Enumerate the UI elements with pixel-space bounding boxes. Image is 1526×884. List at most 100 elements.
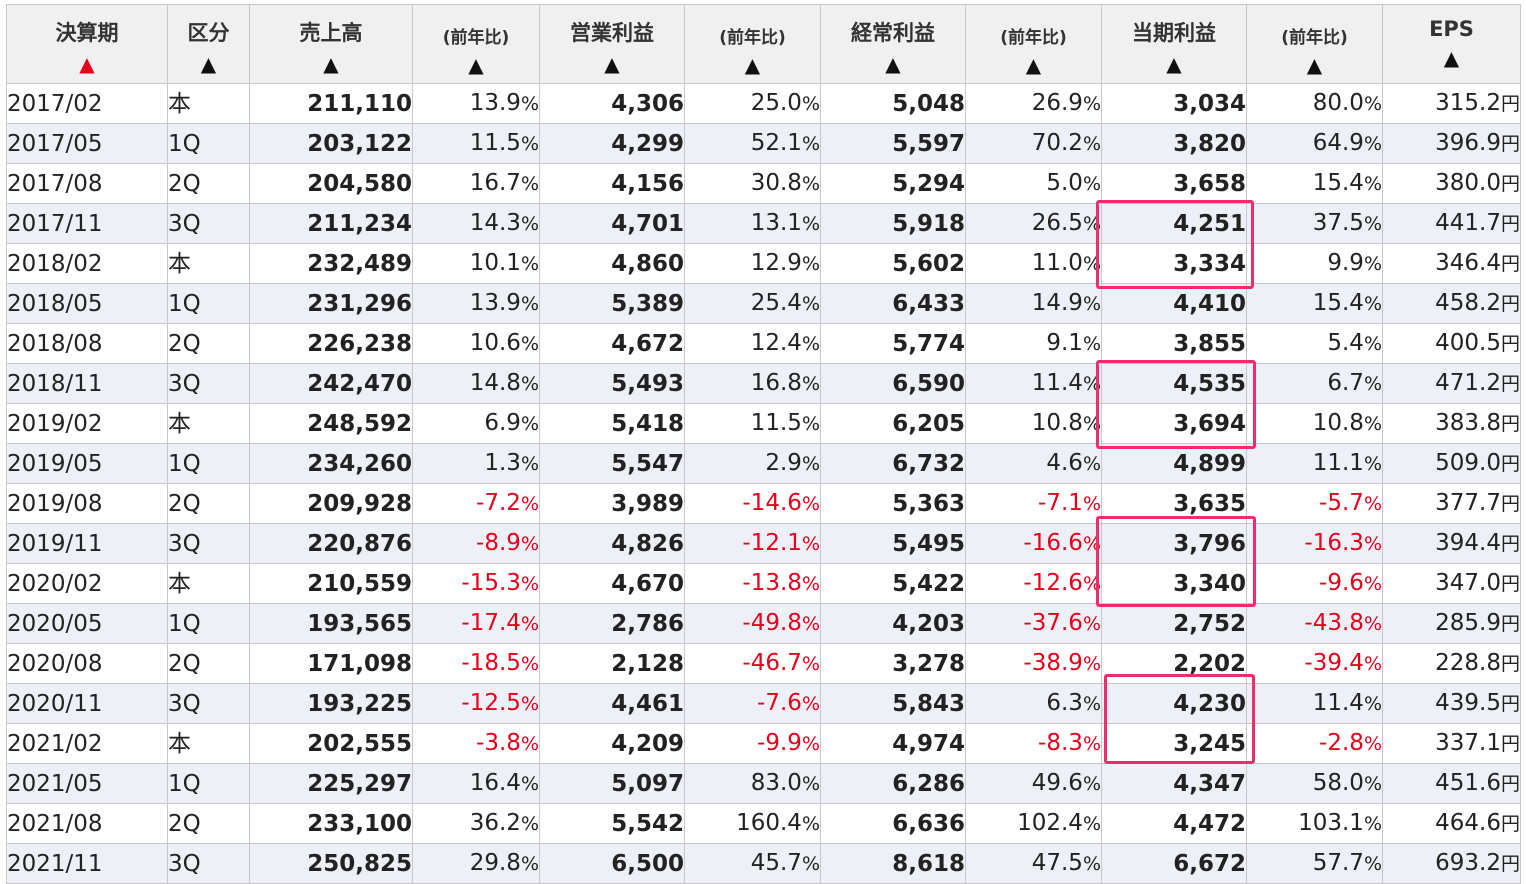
percent-unit: %: [801, 773, 820, 795]
cell-ord-yoy: -7.1%: [965, 483, 1102, 524]
cell-op-profit: 2,128: [539, 643, 685, 684]
cell-period-value: 2018/05: [7, 290, 103, 317]
table-row: 2018/11 3Q 242,470 14.8% 5,493 16.8% 6,590 11.4…: [6, 363, 1521, 404]
cell-op-profit-value: 4,209: [611, 730, 684, 757]
cell-ord-profit: 5,048: [820, 83, 966, 124]
col-op-yoy[interactable]: (前年比) ▲: [684, 4, 821, 84]
percent-unit: %: [520, 733, 539, 755]
sort-asc-icon[interactable]: ▲: [79, 52, 95, 76]
col-ord-profit[interactable]: 経常利益 ▲: [820, 4, 966, 84]
cell-ord-yoy: 49.6%: [965, 763, 1102, 804]
yen-unit: 円: [1500, 493, 1520, 515]
cell-eps: 400.5円: [1382, 323, 1521, 364]
cell-eps: 337.1円: [1382, 723, 1521, 764]
yen-unit: 円: [1500, 213, 1520, 235]
cell-ord-yoy: -37.6%: [965, 603, 1102, 644]
cell-sales: 204,580: [249, 163, 413, 204]
cell-period: 2021/05: [6, 763, 168, 804]
cell-period: 2018/11: [6, 363, 168, 404]
cell-op-yoy: 160.4%: [684, 803, 821, 844]
cell-net-yoy-value: 9.9: [1327, 250, 1364, 276]
cell-ord-profit: 4,203: [820, 603, 966, 644]
cell-eps: 346.4円: [1382, 243, 1521, 284]
cell-eps: 380.0円: [1382, 163, 1521, 204]
cell-op-profit-value: 2,786: [611, 610, 684, 637]
cell-eps-value: 509.0: [1435, 450, 1501, 476]
cell-period: 2017/02: [6, 83, 168, 124]
col-ord-yoy[interactable]: (前年比) ▲: [965, 4, 1102, 84]
cell-sales-value: 193,225: [307, 690, 412, 717]
col-sales[interactable]: 売上高 ▲: [249, 4, 413, 84]
percent-unit: %: [1082, 613, 1101, 635]
col-net-profit[interactable]: 当期利益 ▲: [1101, 4, 1247, 84]
percent-unit: %: [1082, 173, 1101, 195]
percent-unit: %: [520, 93, 539, 115]
cell-net-yoy: 6.7%: [1246, 363, 1383, 404]
table-row: 2017/08 2Q 204,580 16.7% 4,156 30.8% 5,294 5.0%…: [6, 163, 1521, 204]
col-op-profit[interactable]: 営業利益 ▲: [539, 4, 685, 84]
header-row: 決算期 ▲ 区分 ▲ 売上高 ▲ (前年比) ▲ 営業利益 ▲ (前年比) ▲ 経常利益 ▲ …: [6, 4, 1521, 84]
cell-kubun-value: 本: [168, 570, 191, 597]
cell-kubun: 2Q: [167, 803, 250, 844]
sort-asc-icon[interactable]: ▲: [1443, 46, 1460, 70]
cell-kubun-value: 3Q: [168, 690, 201, 717]
cell-sales-yoy: 13.9%: [412, 283, 540, 324]
percent-unit: %: [1363, 773, 1382, 795]
cell-ord-profit-value: 5,048: [892, 90, 965, 117]
cell-eps-value: 346.4: [1435, 250, 1501, 276]
percent-unit: %: [801, 373, 820, 395]
cell-net-yoy-value: -2.8: [1319, 730, 1364, 756]
col-kubun[interactable]: 区分 ▲: [167, 4, 250, 84]
cell-op-profit: 4,860: [539, 243, 685, 284]
cell-sales: 233,100: [249, 803, 413, 844]
cell-sales-yoy: -3.8%: [412, 723, 540, 764]
sort-asc-icon[interactable]: ▲: [744, 53, 761, 77]
col-sales-yoy[interactable]: (前年比) ▲: [412, 4, 540, 84]
cell-ord-yoy: -38.9%: [965, 643, 1102, 684]
cell-op-yoy: 16.8%: [684, 363, 821, 404]
sort-asc-icon[interactable]: ▲: [323, 52, 339, 76]
cell-sales-yoy-value: -8.9: [476, 530, 521, 556]
cell-op-yoy: -13.8%: [684, 563, 821, 604]
col-period[interactable]: 決算期 ▲: [6, 4, 168, 84]
percent-unit: %: [1082, 853, 1101, 875]
cell-net-profit-value: 3,820: [1173, 130, 1246, 157]
cell-sales-value: 225,297: [307, 770, 412, 797]
cell-sales-yoy-value: 13.9: [469, 90, 521, 116]
percent-unit: %: [1082, 493, 1101, 515]
cell-ord-yoy-value: 102.4: [1017, 810, 1083, 836]
cell-ord-profit-value: 6,636: [892, 810, 965, 837]
cell-period: 2021/08: [6, 803, 168, 844]
cell-eps-value: 337.1: [1435, 730, 1501, 756]
cell-op-yoy-value: 11.5: [750, 410, 802, 436]
sort-asc-icon[interactable]: ▲: [604, 52, 620, 76]
cell-eps-value: 347.0: [1435, 570, 1501, 596]
cell-net-profit: 3,855: [1101, 323, 1247, 364]
cell-kubun-value: 2Q: [168, 170, 201, 197]
percent-unit: %: [801, 213, 820, 235]
col-eps[interactable]: EPS ▲: [1382, 4, 1521, 84]
cell-eps-value: 441.7: [1435, 210, 1501, 236]
percent-unit: %: [520, 493, 539, 515]
highlight-2017-11-2018-02: [1096, 200, 1254, 289]
cell-net-profit: 2,752: [1101, 603, 1247, 644]
sort-asc-icon[interactable]: ▲: [1025, 53, 1042, 77]
yen-unit: 円: [1500, 653, 1520, 675]
col-net-yoy[interactable]: (前年比) ▲: [1246, 4, 1383, 84]
sort-asc-icon[interactable]: ▲: [200, 52, 217, 76]
cell-op-profit: 5,418: [539, 403, 685, 444]
cell-sales-yoy-value: -15.3: [461, 570, 521, 596]
cell-sales-yoy: 14.3%: [412, 203, 540, 244]
cell-eps: 441.7円: [1382, 203, 1521, 244]
sort-asc-icon[interactable]: ▲: [468, 53, 484, 77]
sort-asc-icon[interactable]: ▲: [1166, 52, 1182, 76]
sort-asc-icon[interactable]: ▲: [1306, 53, 1323, 77]
cell-kubun: 1Q: [167, 443, 250, 484]
cell-eps: 471.2円: [1382, 363, 1521, 404]
cell-ord-profit-value: 6,286: [892, 770, 965, 797]
sort-asc-icon[interactable]: ▲: [885, 52, 901, 76]
cell-op-yoy: 45.7%: [684, 843, 821, 884]
cell-sales: 250,825: [249, 843, 413, 884]
cell-ord-yoy-value: 10.8: [1031, 410, 1083, 436]
cell-eps: 439.5円: [1382, 683, 1521, 724]
